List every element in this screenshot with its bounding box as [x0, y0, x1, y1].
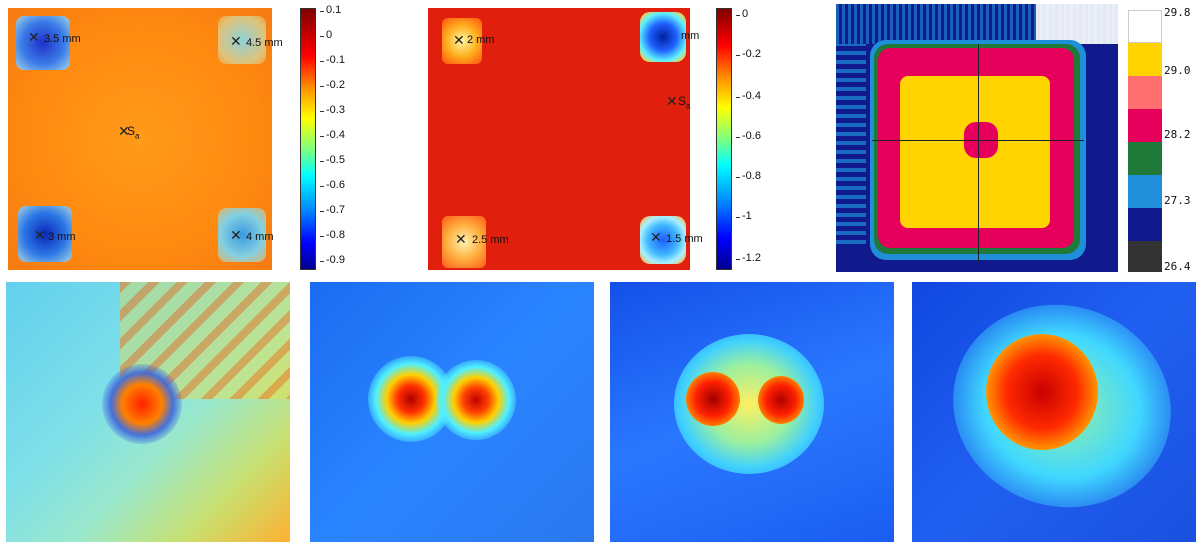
thermal-map-e — [310, 282, 594, 542]
defect-spot — [218, 208, 266, 262]
colorbar-tick: 0 — [319, 29, 333, 41]
defect-spot — [18, 206, 72, 262]
defect-label: 3 mm — [48, 231, 76, 243]
colorbar-tick: 28.2 — [1164, 128, 1191, 141]
x-marker-icon: ✕ — [453, 32, 465, 48]
thermal-map-c — [836, 4, 1118, 272]
colorbar-tick: -0.6 — [736, 130, 761, 142]
colorbar-tick: 29.8 — [1164, 6, 1191, 19]
colorbar-tick: -0.4 — [320, 129, 345, 141]
colorbar-tick: -1 — [736, 210, 752, 222]
defect-label: 2 mm — [467, 34, 495, 46]
colorbar-tick: -1.2 — [736, 252, 761, 264]
colorbar-tick: -0.6 — [320, 179, 345, 191]
colorbar-tick: -0.2 — [320, 79, 345, 91]
colorbar-b — [716, 8, 732, 270]
colorbar-tick: -0.8 — [320, 229, 345, 241]
x-marker-icon: ✕ — [650, 229, 662, 245]
x-marker-icon: ✕ — [666, 93, 678, 109]
defect-label: 4.5 mm — [246, 37, 283, 49]
defect-blob — [436, 360, 516, 440]
defect-blob — [686, 372, 740, 426]
center-label: Sa — [127, 124, 140, 141]
colorbar-a — [300, 8, 316, 270]
colorbar-tick: 0 — [735, 8, 749, 20]
defect-spot — [16, 16, 70, 70]
crosshair-v — [978, 44, 979, 262]
palette-swatch — [1128, 76, 1162, 109]
colorbar-tick: 27.3 — [1164, 194, 1191, 207]
defect-blob — [758, 376, 804, 424]
colorbar-tick: -0.1 — [320, 54, 345, 66]
colorbar-tick: -0.8 — [736, 170, 761, 182]
x-marker-icon: ✕ — [230, 227, 242, 243]
x-marker-icon: ✕ — [118, 123, 130, 139]
scan-noise — [1036, 4, 1118, 44]
colorbar-tick: -0.5 — [320, 154, 345, 166]
colorbar-tick: -0.7 — [320, 204, 345, 216]
x-marker-icon: ✕ — [28, 29, 40, 45]
palette-swatch — [1128, 241, 1162, 272]
defect-label: 1.5 mm — [666, 233, 703, 245]
crosshair-h — [872, 140, 1084, 141]
colorbar-c — [1128, 10, 1162, 272]
thermal-map-b — [428, 8, 690, 270]
defect-spot — [218, 16, 266, 64]
defect-label: mm — [681, 30, 700, 42]
palette-swatch — [1128, 10, 1162, 43]
palette-swatch — [1128, 142, 1162, 175]
palette-swatch — [1128, 208, 1162, 241]
x-marker-icon: ✕ — [455, 231, 467, 247]
defect-label: 2.5 mm — [472, 234, 509, 246]
thermal-map-f — [610, 282, 894, 542]
defect-blob — [102, 364, 182, 444]
defect-spot — [640, 12, 686, 62]
palette-swatch — [1128, 43, 1162, 76]
colorbar-tick: -0.9 — [320, 254, 345, 266]
colorbar-tick: -0.3 — [320, 104, 345, 116]
thermal-map-g — [912, 282, 1196, 542]
x-marker-icon: ✕ — [230, 33, 242, 49]
defect-label: 4 mm — [246, 231, 274, 243]
colorbar-tick: -0.4 — [736, 90, 761, 102]
colorbar-tick: -0.2 — [736, 48, 761, 60]
colorbar-tick: 29.0 — [1164, 64, 1191, 77]
defect-label: 3.5 mm — [44, 33, 81, 45]
center-label: Sa — [678, 94, 691, 111]
thermal-map-a — [8, 8, 272, 270]
palette-swatch — [1128, 109, 1162, 142]
colorbar-tick: 0.1 — [319, 4, 342, 16]
palette-swatch — [1128, 175, 1162, 208]
colorbar-tick: 26.4 — [1164, 260, 1191, 273]
defect-spot — [442, 18, 482, 64]
defect-spot — [442, 216, 486, 268]
defect-spot — [640, 216, 686, 264]
x-marker-icon: ✕ — [34, 227, 46, 243]
thermal-map-d — [6, 282, 290, 542]
scan-noise — [836, 44, 866, 244]
defect-blob — [986, 334, 1098, 450]
